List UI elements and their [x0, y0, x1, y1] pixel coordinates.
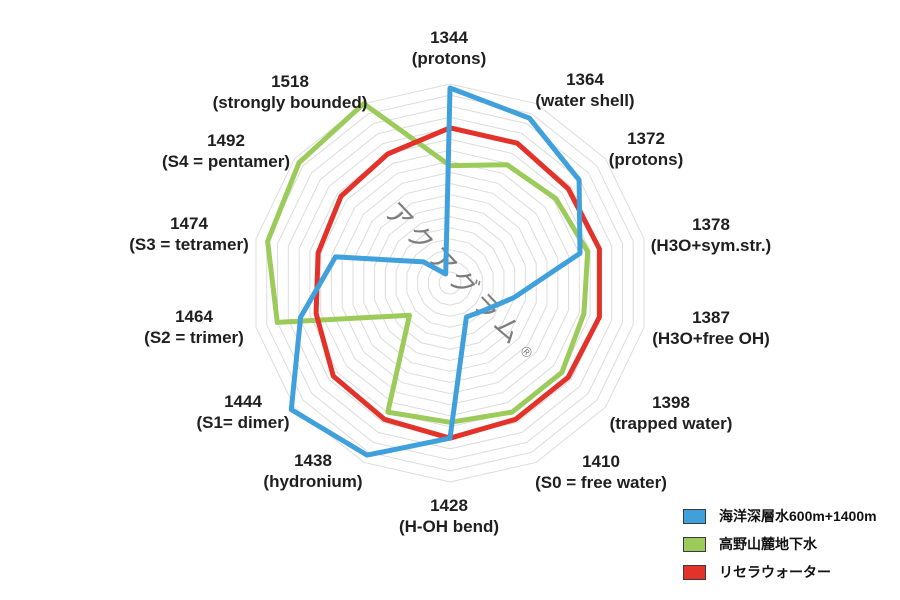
axis-sublabel-1410: (S0 = free water): [535, 473, 667, 492]
series-line-deep-sea-water: [288, 85, 583, 458]
axis-wavenumber-1387: 1387: [692, 308, 730, 327]
axis-sublabel-1438: (hydronium): [263, 472, 362, 491]
grid-ring: [287, 116, 613, 450]
grid-ring: [320, 149, 580, 417]
grid-ring: [330, 160, 570, 406]
axis-wavenumber-1364: 1364: [566, 70, 604, 89]
grid-ring: [417, 249, 483, 317]
legend-item-koyasan-groundwater: 高野山麓地下水: [683, 530, 877, 558]
axis-wavenumber-1518: 1518: [271, 72, 309, 91]
legend: 海洋深層水600m+1400m 高野山麓地下水 リセラウォーター: [683, 502, 877, 586]
grid-ring: [341, 171, 559, 395]
grid-ring: [395, 227, 505, 339]
axis-wavenumber-1438: 1438: [294, 451, 332, 470]
axis-wavenumber-1398: 1398: [652, 393, 690, 412]
legend-swatch-green: [683, 536, 706, 552]
axis-sublabel-1444: (S1= dimer): [196, 413, 289, 432]
axis-wavenumber-1492: 1492: [207, 131, 245, 150]
axis-wavenumber-1378: 1378: [692, 215, 730, 234]
axis-sublabel-1464: (S2 = trimer): [144, 328, 244, 347]
grid-ring: [352, 182, 548, 384]
axis-labels: 1344 (protons) 1364 (water shell) 1372 (proto…: [129, 28, 771, 536]
axis-wavenumber-1444: 1444: [224, 392, 262, 411]
axis-sublabel-1474: (S3 = tetramer): [129, 235, 249, 254]
axis-sublabel-1518: (strongly bounded): [213, 93, 368, 112]
grid-ring: [363, 194, 537, 372]
legend-item-recella-water: リセラウォーター: [683, 558, 877, 586]
grid-ring: [384, 216, 516, 350]
axis-sublabel-1387: (H3O+free OH): [652, 329, 770, 348]
grid-ring: [427, 260, 473, 306]
axis-wavenumber-1410: 1410: [582, 452, 620, 471]
axis-wavenumber-1428: 1428: [430, 496, 468, 515]
legend-label-koyasan-groundwater: 高野山麓地下水: [719, 536, 817, 552]
axis-sublabel-1428: (H-OH bend): [399, 517, 499, 536]
legend-label-deep-sea-water: 海洋深層水600m+1400m: [719, 508, 877, 524]
axis-wavenumber-1464: 1464: [175, 307, 213, 326]
grid-ring: [277, 105, 623, 461]
legend-label-recella-water: リセラウォーター: [719, 564, 831, 580]
grid-ring: [266, 94, 634, 472]
axis-sublabel-1398: (trapped water): [610, 414, 733, 433]
grid-ring: [438, 271, 462, 295]
axis-sublabel-1492: (S4 = pentamer): [162, 152, 290, 171]
legend-item-deep-sea-water: 海洋深層水600m+1400m: [683, 502, 877, 530]
axis-sublabel-1378: (H3O+sym.str.): [651, 236, 771, 255]
axis-sublabel-1372: (protons): [609, 150, 684, 169]
legend-swatch-blue: [683, 508, 706, 524]
legend-swatch-red: [683, 564, 706, 580]
axis-wavenumber-1474: 1474: [170, 214, 208, 233]
registered-mark: ®: [517, 342, 536, 361]
grid-ring: [374, 205, 526, 361]
axis-wavenumber-1372: 1372: [627, 129, 665, 148]
axis-sublabel-1344: (protons): [412, 49, 487, 68]
grid-ring: [255, 83, 645, 483]
axis-sublabel-1364: (water shell): [535, 91, 634, 110]
axis-wavenumber-1344: 1344: [430, 28, 468, 47]
